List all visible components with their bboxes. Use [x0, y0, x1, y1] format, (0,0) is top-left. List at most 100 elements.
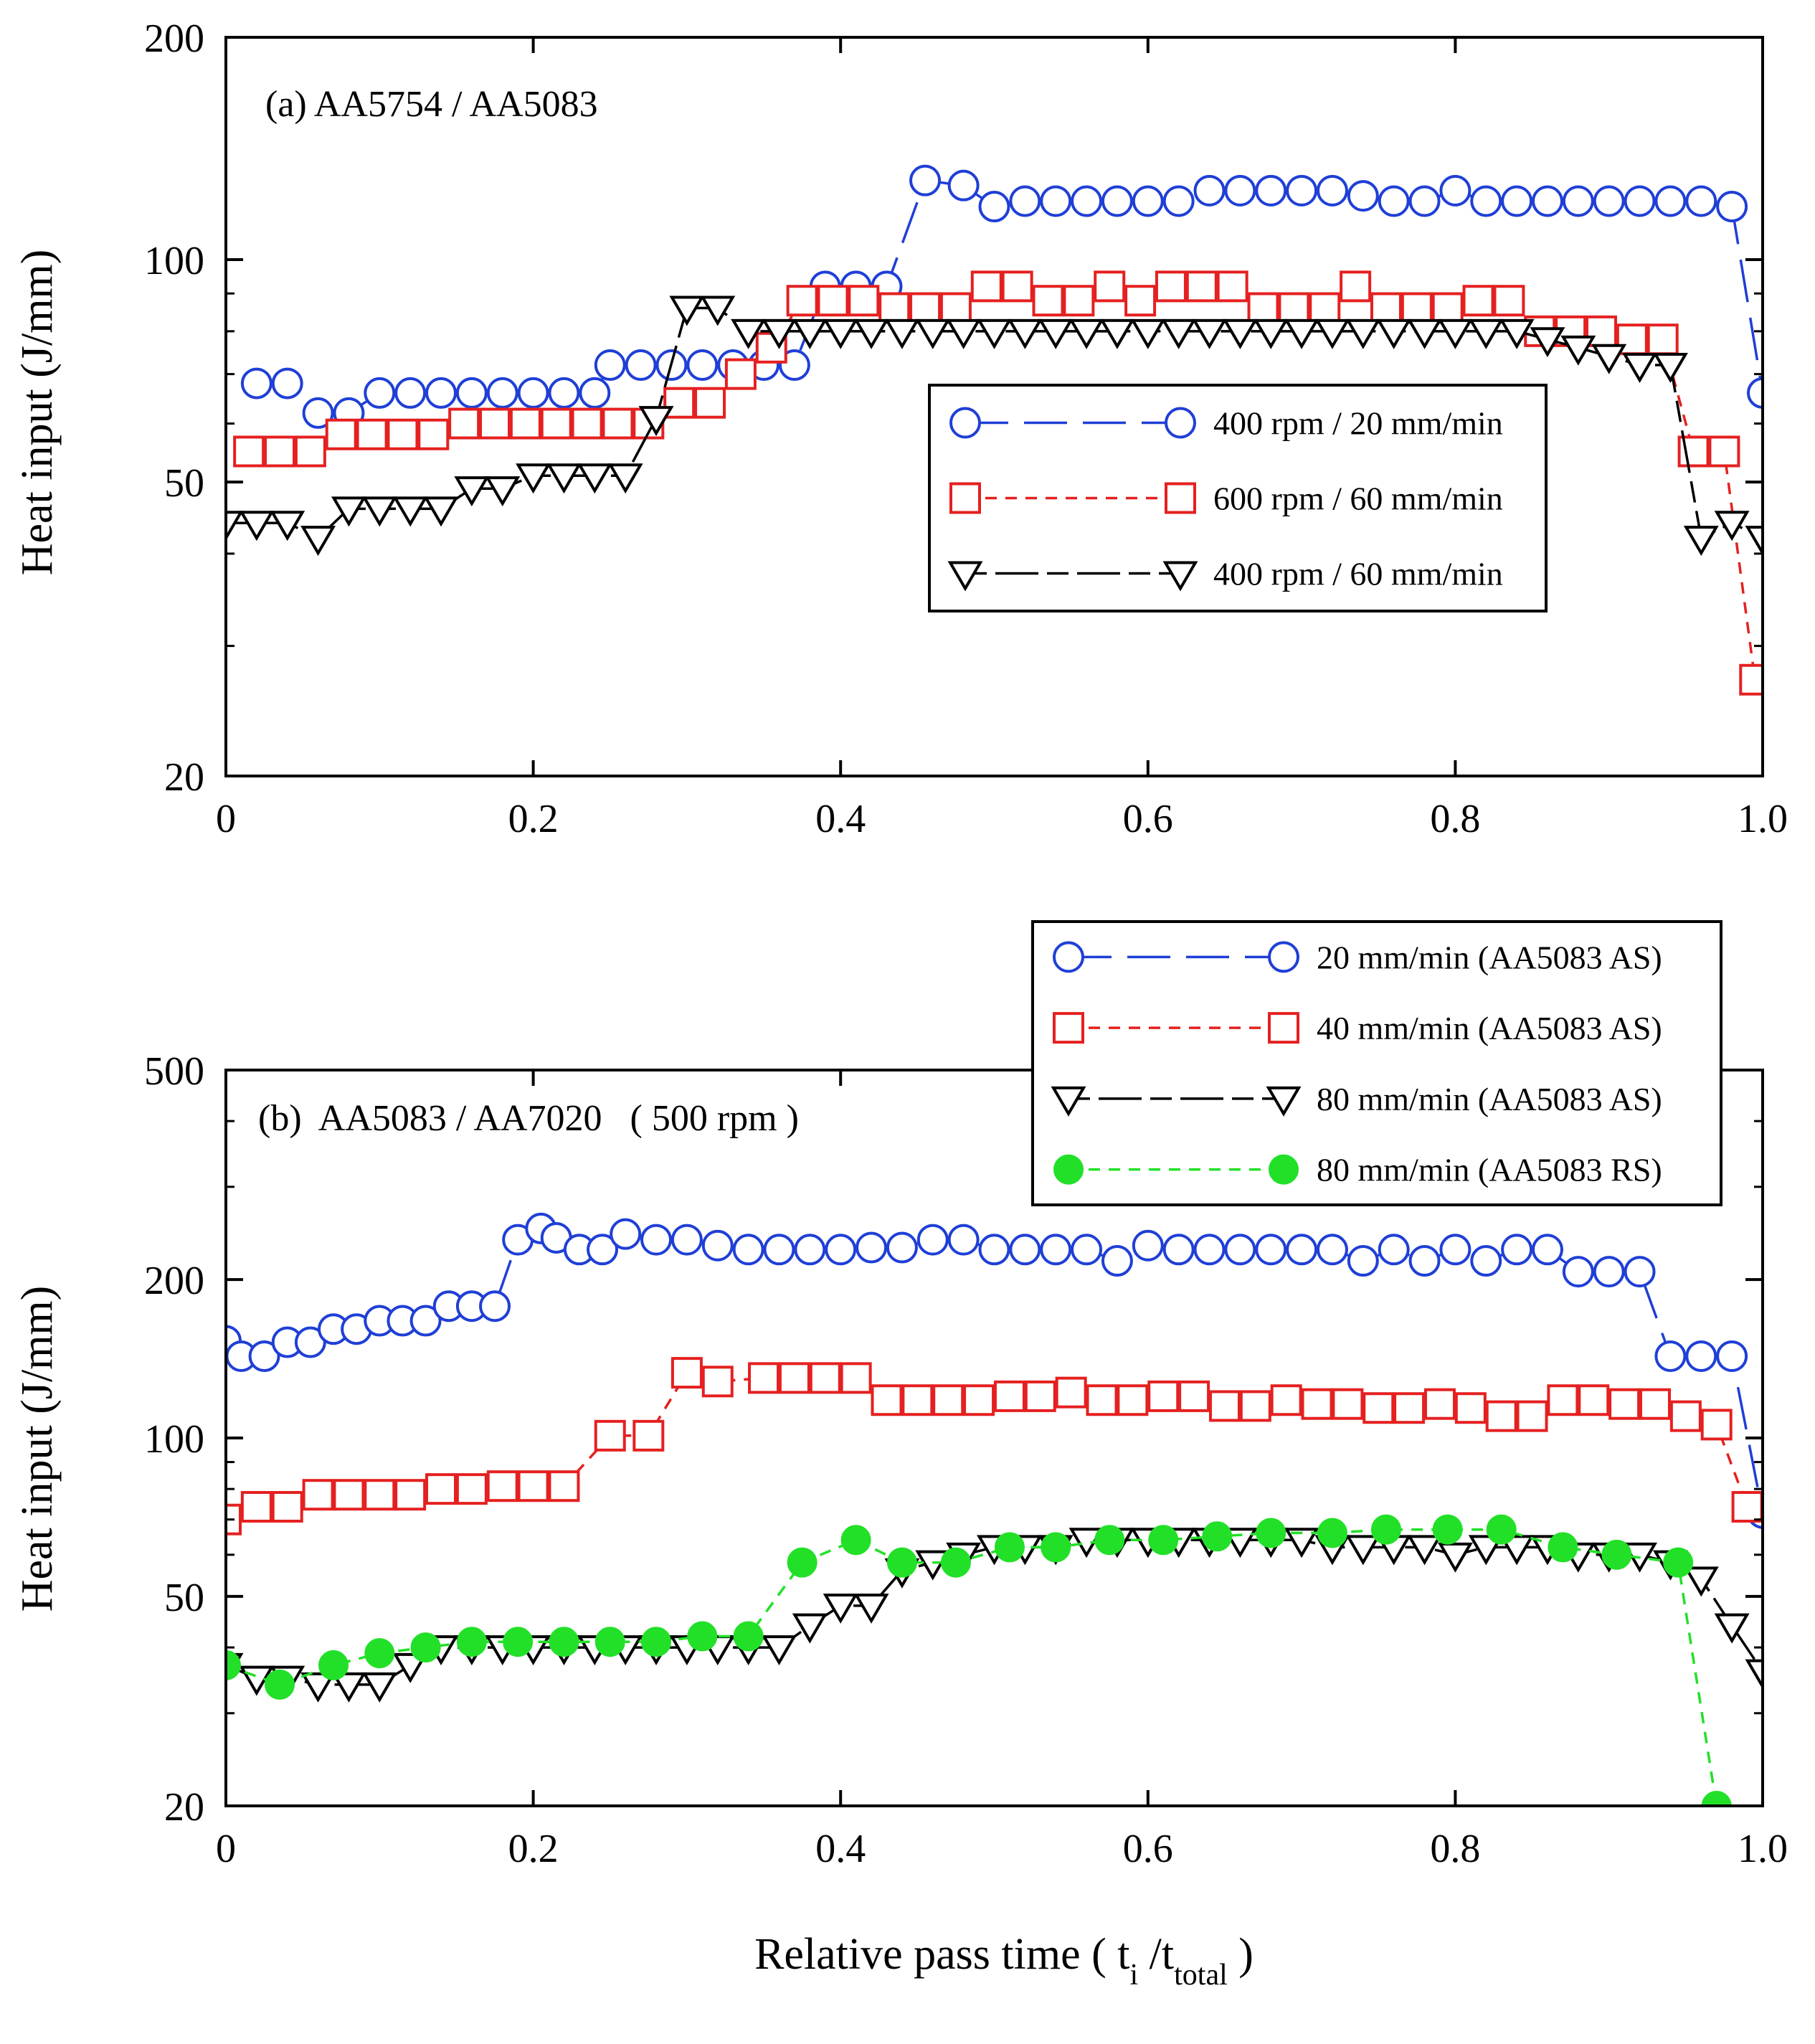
panel-a-series-1-point: [1286, 174, 1318, 207]
panel-b-series-1-point: [1501, 1234, 1533, 1266]
panel-b-series-4: [226, 1514, 1732, 1806]
panel-b-series-2-point: [1239, 1390, 1271, 1422]
panel-b-legend-marker: [1269, 1154, 1299, 1185]
panel-b-series-4-point: [503, 1627, 534, 1657]
panel-a-x-axis: 0 0.2 0.4 0.6 0.8 1.0: [216, 37, 1788, 841]
panel-a-x-tick-label: 0.4: [815, 797, 866, 841]
panel-a-series-3-point: [1591, 344, 1627, 374]
panel-b-series-3-point: [300, 1672, 336, 1703]
panel-b-legend-marker: [1268, 941, 1299, 973]
panel-a-series-2-point: [1278, 292, 1310, 324]
panel-b-series-2-point: [1332, 1388, 1364, 1420]
panel-a-series-3-point: [823, 318, 858, 349]
panel-b-series-3-point: [1284, 1528, 1319, 1558]
panel-b-x-tick-label: 0.2: [508, 1827, 559, 1871]
panel-b-series-1-point: [1286, 1234, 1318, 1266]
panel-b-series-4-point: [1701, 1791, 1732, 1806]
panel-a-legend-label: 400 rpm / 60 mm/min: [1213, 556, 1503, 592]
panel-a-series-3-point: [226, 511, 244, 541]
panel-a-series-1-point: [1470, 185, 1502, 217]
panel-a-series-2-point: [1431, 292, 1464, 324]
panel-a-x-tick-label: 0.2: [508, 797, 559, 841]
panel-b-series-2-point: [1393, 1392, 1426, 1424]
panel-a-series-3-point: [1284, 318, 1319, 349]
panel-a-series-2-point: [1094, 270, 1126, 303]
panel-b-series-2-point: [778, 1362, 810, 1394]
panel-b-series-4-point: [940, 1547, 971, 1578]
panel-b-series-4-point: [1663, 1547, 1694, 1578]
panel-b-series-1-point: [479, 1290, 511, 1323]
panel-a-series-3-point: [1468, 318, 1504, 349]
panel-b-series-2-point: [1270, 1384, 1302, 1416]
panel-b-series-2-point: [1547, 1384, 1579, 1416]
panel-a-legend-marker: [949, 482, 981, 514]
panel-b-series-2-point: [548, 1470, 580, 1503]
panel-b-series-2-point: [364, 1479, 396, 1511]
panel-b-series-4-point: [1486, 1514, 1517, 1545]
panel-b-series-1: [226, 1212, 1763, 1529]
panel-b-series-2-point: [1423, 1388, 1456, 1420]
panel-b-series-3-point: [392, 1652, 428, 1683]
panel-a-series-3: [226, 295, 1763, 557]
panel-b-series-3-point: [823, 1593, 858, 1624]
panel-a-series-3-point: [1745, 526, 1763, 557]
panel-a-series-3-point: [1622, 353, 1658, 383]
panel-b-series-1-point: [763, 1234, 795, 1266]
panel-a-series-1-point: [1255, 174, 1287, 207]
panel-a-series-1-point: [686, 349, 719, 382]
panel-a-series-1-point: [240, 367, 273, 399]
panel-b-series-1-point: [1101, 1245, 1133, 1277]
panel-b-series-2-point: [1578, 1384, 1610, 1416]
panel-b-series-1-point: [886, 1231, 918, 1264]
panel-b-legend-marker: [1268, 1012, 1299, 1044]
panel-b-series-2-point: [809, 1362, 841, 1394]
panel-b-series-4-point: [1601, 1539, 1632, 1570]
panel-b-series-2-point: [1055, 1376, 1087, 1409]
panel-a-series-2-point: [1462, 285, 1494, 317]
panel-b-series-4-point: [1041, 1532, 1071, 1563]
panel-b-legend-marker: [1053, 1012, 1084, 1044]
panel-a-series-3-point: [454, 476, 490, 507]
panel-b-series-1-point: [1255, 1234, 1287, 1266]
panel-a-y-tick-label: 100: [144, 239, 204, 283]
panel-b-series-4-point: [594, 1627, 625, 1657]
panel-a-series-3-point: [361, 496, 397, 527]
panel-a-legend-marker: [949, 407, 981, 439]
panel-a-series-2-point: [1032, 285, 1064, 317]
panel-b-series-3-point: [792, 1613, 828, 1644]
panel-b-series-4-point: [364, 1638, 395, 1669]
panel-a-series-2-point: [663, 387, 696, 419]
panel-b-y-tick-label: 50: [164, 1576, 204, 1620]
panel-a-series-1-point: [1224, 174, 1256, 207]
panel-a-series-3-point: [1161, 318, 1197, 349]
panel-a-series-2-point: [1309, 292, 1341, 324]
panel-a-series-3-point: [792, 318, 828, 349]
panel-b-series-2-point: [271, 1490, 303, 1523]
panel-b-series-3-point: [915, 1550, 951, 1581]
panel-a-series-3-point: [853, 318, 889, 349]
panel-b-series-2-point: [1608, 1388, 1641, 1420]
panel-b-series-4-line: [226, 1528, 1718, 1806]
panel-a-series-3-point: [423, 496, 459, 527]
panel-a-series-2-point: [417, 418, 450, 450]
panel-a-y-tick-label: 200: [144, 16, 204, 61]
panel-b-series-2-point: [748, 1362, 780, 1394]
panel-a-series-2-point: [602, 407, 634, 440]
panel-a-title: (a) AA5754 / AA5083: [265, 84, 598, 125]
panel-b-series-2-point: [517, 1470, 549, 1503]
panel-b-series-2-point: [1363, 1392, 1395, 1424]
panel-a-series-1-point: [1009, 185, 1041, 217]
panel-a-series-3-point: [884, 318, 920, 349]
panel-b-series-4-point: [886, 1547, 917, 1578]
panel-b-series-3-point: [1683, 1566, 1719, 1597]
panel-b-series-4-point: [1317, 1518, 1347, 1548]
panel-a-series-2-point: [1370, 292, 1402, 324]
panel-b-series-2-point: [486, 1470, 518, 1503]
panel-b-series-4-point: [318, 1650, 349, 1680]
panel-b: 0 0.2 0.4 0.6 0.8 1.0 20 50 100 200 500 (b) AA508…: [13, 920, 1788, 1871]
panel-b-series-2-point: [993, 1380, 1025, 1412]
panel-a-series-3-point: [1683, 526, 1719, 557]
panel-a-series-1-point: [1624, 185, 1656, 217]
panel-a-series-1-point: [1378, 185, 1410, 217]
